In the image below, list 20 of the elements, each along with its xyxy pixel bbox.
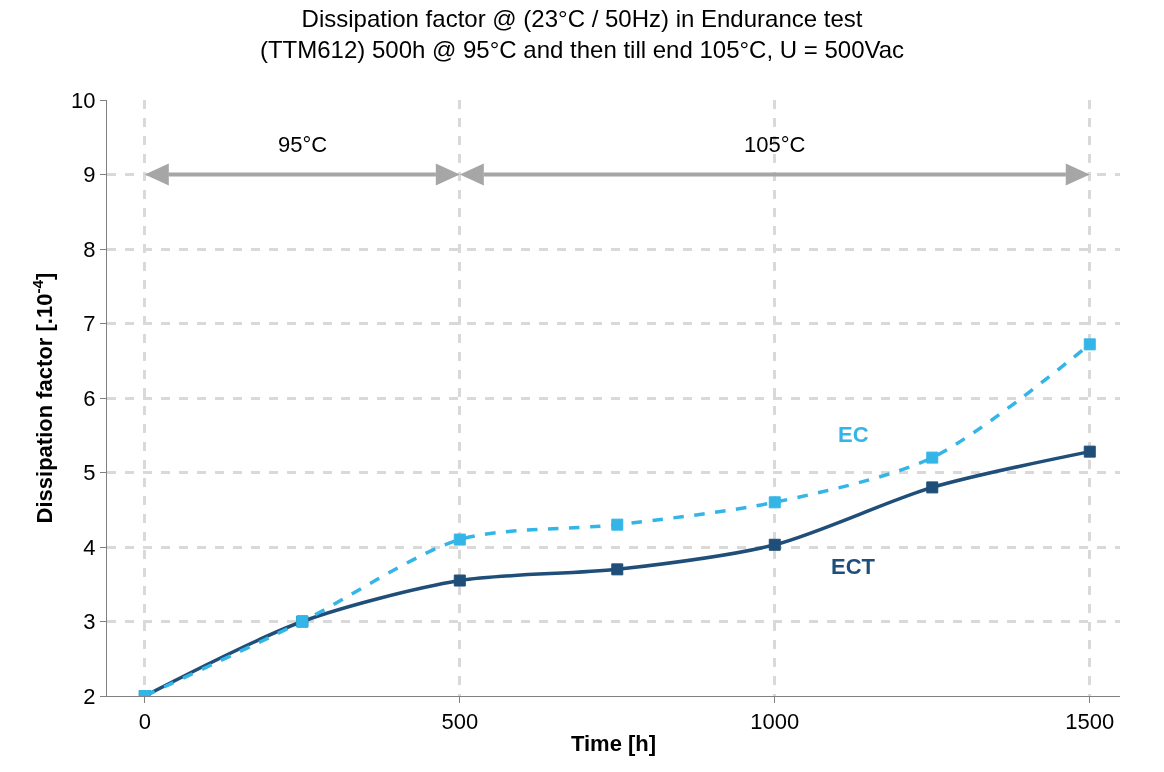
series-label: ECT	[831, 554, 876, 579]
chart-title: Dissipation factor @ (23°C / 50Hz) in Endurance test	[301, 5, 863, 33]
annotation: 105°C	[744, 132, 806, 157]
y-tick-label: 9	[83, 162, 96, 188]
y-tick-label: 10	[71, 87, 96, 113]
x-tick-label: 0	[138, 709, 151, 735]
y-tick-label: 7	[83, 311, 96, 337]
y-tick-label: 5	[83, 460, 96, 486]
y-tick-label: 2	[83, 683, 96, 709]
x-tick-label: 500	[441, 709, 479, 735]
y-tick-label: 8	[83, 236, 96, 262]
x-tick-label: 1000	[750, 709, 800, 735]
y-tick-label: 6	[83, 385, 96, 411]
series-label: EC	[838, 422, 869, 447]
chart-subtitle: (TTM612) 500h @ 95°C and then till end 105°C, U = 500Vac	[259, 36, 905, 64]
annotation: 95°C	[278, 132, 328, 157]
y-tick-label: 4	[83, 534, 96, 560]
y-tick-label: 3	[83, 609, 96, 635]
x-tick-label: 1500	[1065, 709, 1115, 735]
x-axis-title: Time [h]	[570, 731, 657, 757]
